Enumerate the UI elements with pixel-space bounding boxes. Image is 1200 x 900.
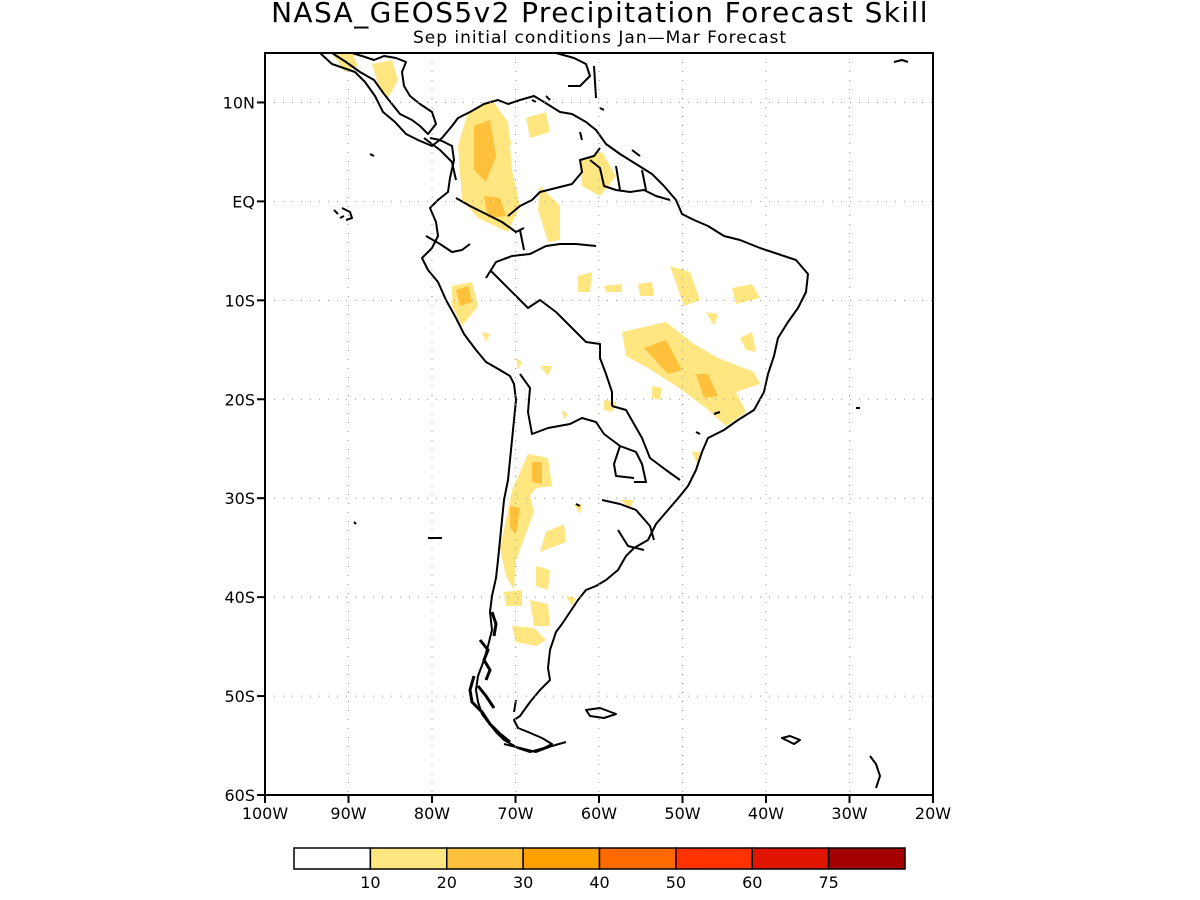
lon-tick-label: 100W: [242, 804, 289, 823]
south-america-coastline: [319, 53, 809, 753]
central-america-coastline: [331, 53, 437, 135]
colorbar-swatch: [827, 847, 906, 870]
lon-tick-label: 30W: [831, 804, 867, 823]
chilean-archipelago: [468, 611, 511, 744]
colorbar-swatch: [675, 847, 753, 870]
colorbar-swatch: [293, 847, 372, 870]
lon-tick-label: 90W: [330, 804, 366, 823]
lat-tick-label: 50S: [224, 687, 255, 706]
lat-tick-label: 40S: [224, 588, 255, 607]
galapagos-islands: [333, 207, 353, 221]
lat-tick-label: EQ: [232, 192, 255, 211]
colorbar-label: 75: [818, 873, 838, 892]
lat-tick-label: 10S: [224, 291, 255, 310]
colorbar-label: 60: [742, 873, 762, 892]
small-islands: [353, 59, 909, 539]
figure-subtitle: Sep initial conditions Jan—Mar Forecast: [412, 28, 788, 48]
colorbar-swatch: [751, 847, 830, 870]
lon-tick-label: 20W: [915, 804, 951, 823]
colorbar-label: 40: [589, 873, 609, 892]
colorbar-label: 50: [666, 873, 686, 892]
country-borders: [423, 137, 681, 713]
colorbar-label: 30: [513, 873, 533, 892]
lon-tick-label: 40W: [748, 804, 784, 823]
lon-tick-label: 80W: [414, 804, 450, 823]
colorbar-label: 10: [360, 873, 380, 892]
lat-tick-label: 60S: [224, 786, 255, 805]
colorbar: 10 20 30 40 50 60 75: [293, 847, 906, 892]
lon-tick-label: 50W: [664, 804, 700, 823]
lon-tick-label: 70W: [497, 804, 533, 823]
skill-shading-20-30: [456, 120, 718, 534]
gridlines: [265, 53, 933, 795]
lat-tick-label: 10N: [223, 93, 255, 112]
skill-shading-10-20: [332, 53, 760, 646]
coastlines: [319, 53, 909, 789]
colorbar-swatch: [446, 847, 524, 870]
lon-tick-label: 60W: [581, 804, 617, 823]
latitude-axis: 10N EQ 10S 20S 30S 40S 50S 60S: [223, 93, 265, 805]
colorbar-swatch: [598, 847, 677, 870]
longitude-axis: 100W 90W 80W 70W 60W 50W 40W 30W 20W: [242, 795, 951, 823]
lat-tick-label: 20S: [224, 390, 255, 409]
caribbean-islands: [531, 53, 641, 157]
lat-tick-label: 30S: [224, 489, 255, 508]
colorbar-label: 20: [437, 873, 457, 892]
colorbar-swatch: [522, 847, 601, 870]
figure-title: NASA_GEOS5v2 Precipitation Forecast Skil…: [271, 0, 929, 29]
colorbar-swatch: [369, 847, 448, 870]
tierra-del-fuego: [503, 707, 881, 789]
